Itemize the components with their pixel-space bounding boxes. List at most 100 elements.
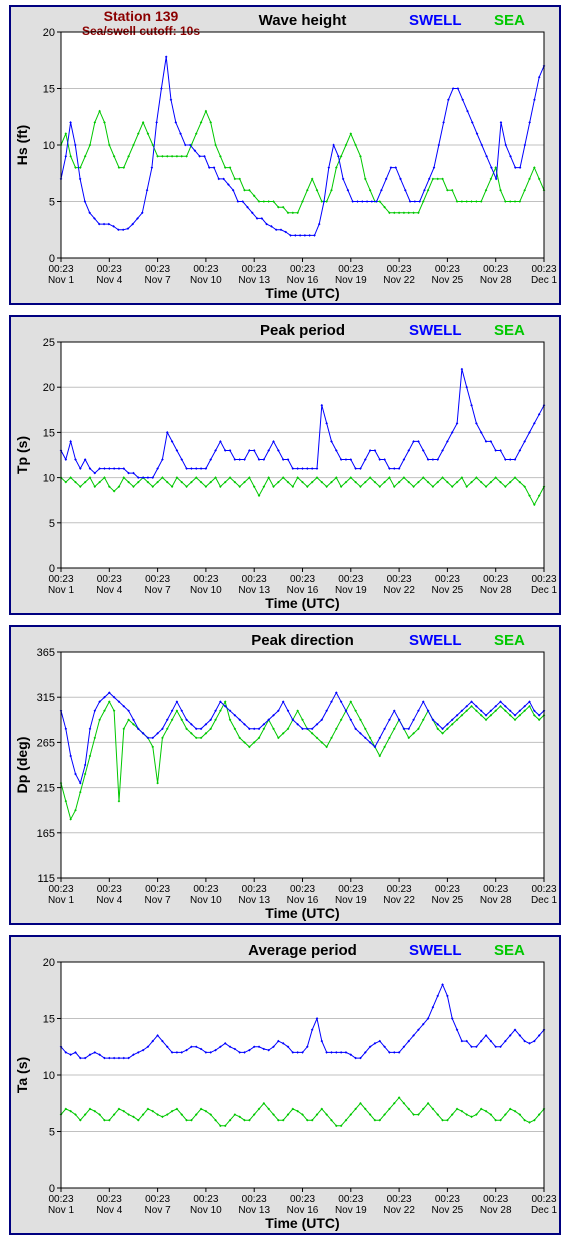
- x-tick-time: 00:23: [48, 884, 73, 895]
- x-tick-time: 00:23: [97, 884, 122, 895]
- y-tick-label: 15: [43, 1014, 55, 1026]
- x-tick-time: 00:23: [435, 884, 460, 895]
- y-axis-label: Ta (s): [14, 1057, 30, 1093]
- panel-wave-height: 0510152000:23Nov 100:23Nov 400:23Nov 700…: [9, 5, 561, 305]
- x-tick-date: Dec 1: [531, 275, 558, 286]
- y-tick-label: 215: [37, 783, 55, 795]
- panel-average-period: 0510152000:23Nov 100:23Nov 400:23Nov 700…: [9, 935, 561, 1235]
- cutoff-label: Sea/swell cutoff: 10s: [82, 24, 200, 38]
- x-tick-date: Dec 1: [531, 895, 558, 906]
- x-axis-label: Time (UTC): [265, 1215, 339, 1231]
- y-tick-label: 10: [43, 140, 55, 152]
- x-tick-time: 00:23: [387, 884, 412, 895]
- x-tick-time: 00:23: [242, 1194, 267, 1205]
- y-tick-label: 5: [49, 518, 55, 530]
- x-axis-label: Time (UTC): [265, 595, 339, 611]
- x-tick-time: 00:23: [338, 884, 363, 895]
- legend-sea: SEA: [494, 632, 525, 649]
- x-tick-time: 00:23: [97, 264, 122, 275]
- y-tick-label: 15: [43, 427, 55, 439]
- x-tick-time: 00:23: [48, 264, 73, 275]
- chart-peak-period: 051015202500:23Nov 100:23Nov 400:23Nov 7…: [11, 317, 559, 613]
- x-tick-date: Nov 4: [96, 275, 123, 286]
- chart-title: Peak period: [260, 322, 345, 339]
- plot-area: [61, 342, 544, 568]
- x-tick-date: Nov 19: [335, 585, 367, 596]
- x-tick-date: Nov 7: [145, 1205, 172, 1216]
- x-tick-time: 00:23: [387, 1194, 412, 1205]
- x-tick-time: 00:23: [145, 574, 170, 585]
- x-tick-time: 00:23: [48, 1194, 73, 1205]
- legend-swell: SWELL: [409, 12, 462, 29]
- x-tick-date: Nov 28: [480, 895, 512, 906]
- chart-wave-height: 0510152000:23Nov 100:23Nov 400:23Nov 700…: [11, 7, 559, 303]
- x-tick-date: Nov 22: [383, 275, 415, 286]
- x-tick-date: Nov 1: [48, 585, 75, 596]
- x-tick-time: 00:23: [531, 264, 556, 275]
- x-tick-time: 00:23: [242, 574, 267, 585]
- y-tick-label: 5: [49, 1127, 55, 1139]
- x-tick-date: Nov 25: [432, 275, 464, 286]
- x-tick-time: 00:23: [290, 1194, 315, 1205]
- x-tick-date: Nov 25: [432, 1205, 464, 1216]
- x-tick-time: 00:23: [193, 574, 218, 585]
- legend-sea: SEA: [494, 12, 525, 29]
- x-tick-time: 00:23: [483, 264, 508, 275]
- legend-swell: SWELL: [409, 632, 462, 649]
- x-tick-date: Nov 10: [190, 585, 222, 596]
- x-tick-time: 00:23: [531, 1194, 556, 1205]
- x-tick-time: 00:23: [338, 574, 363, 585]
- y-tick-label: 10: [43, 1070, 55, 1082]
- y-tick-label: 10: [43, 473, 55, 485]
- x-tick-time: 00:23: [145, 884, 170, 895]
- x-tick-time: 00:23: [145, 264, 170, 275]
- y-tick-label: 15: [43, 84, 55, 96]
- x-tick-time: 00:23: [242, 884, 267, 895]
- x-tick-time: 00:23: [290, 264, 315, 275]
- x-tick-date: Nov 10: [190, 275, 222, 286]
- x-tick-date: Nov 4: [96, 1205, 123, 1216]
- x-tick-time: 00:23: [338, 264, 363, 275]
- x-tick-date: Nov 1: [48, 895, 75, 906]
- x-tick-date: Dec 1: [531, 585, 558, 596]
- x-tick-date: Nov 28: [480, 1205, 512, 1216]
- x-tick-time: 00:23: [193, 884, 218, 895]
- x-axis-label: Time (UTC): [265, 285, 339, 301]
- y-axis-label: Tp (s): [14, 436, 30, 474]
- y-axis-label: Dp (deg): [14, 737, 30, 794]
- x-tick-date: Nov 19: [335, 1205, 367, 1216]
- chart-title: Peak direction: [251, 632, 354, 649]
- panel-peak-period: 051015202500:23Nov 100:23Nov 400:23Nov 7…: [9, 315, 561, 615]
- x-tick-date: Nov 19: [335, 895, 367, 906]
- x-tick-date: Nov 22: [383, 585, 415, 596]
- x-tick-date: Nov 7: [145, 585, 172, 596]
- y-tick-label: 315: [37, 692, 55, 704]
- x-tick-date: Nov 25: [432, 585, 464, 596]
- y-tick-label: 20: [43, 27, 55, 39]
- x-tick-date: Nov 25: [432, 895, 464, 906]
- chart-title: Average period: [248, 942, 357, 959]
- x-tick-date: Nov 22: [383, 895, 415, 906]
- y-tick-label: 25: [43, 337, 55, 349]
- x-tick-time: 00:23: [483, 884, 508, 895]
- chart-title: Wave height: [259, 12, 347, 29]
- x-tick-time: 00:23: [531, 884, 556, 895]
- x-tick-date: Nov 7: [145, 275, 172, 286]
- x-tick-time: 00:23: [483, 574, 508, 585]
- panel-peak-direction: 11516521526531536500:23Nov 100:23Nov 400…: [9, 625, 561, 925]
- x-tick-date: Nov 4: [96, 585, 123, 596]
- x-tick-date: Nov 19: [335, 275, 367, 286]
- x-tick-date: Nov 1: [48, 1205, 75, 1216]
- legend-sea: SEA: [494, 322, 525, 339]
- x-tick-time: 00:23: [290, 884, 315, 895]
- x-tick-time: 00:23: [193, 264, 218, 275]
- x-tick-date: Nov 28: [480, 275, 512, 286]
- chart-peak-direction: 11516521526531536500:23Nov 100:23Nov 400…: [11, 627, 559, 923]
- x-tick-date: Nov 22: [383, 1205, 415, 1216]
- x-tick-time: 00:23: [387, 574, 412, 585]
- x-tick-time: 00:23: [435, 264, 460, 275]
- x-tick-time: 00:23: [97, 574, 122, 585]
- y-tick-label: 165: [37, 828, 55, 840]
- y-tick-label: 20: [43, 382, 55, 394]
- x-tick-time: 00:23: [193, 1194, 218, 1205]
